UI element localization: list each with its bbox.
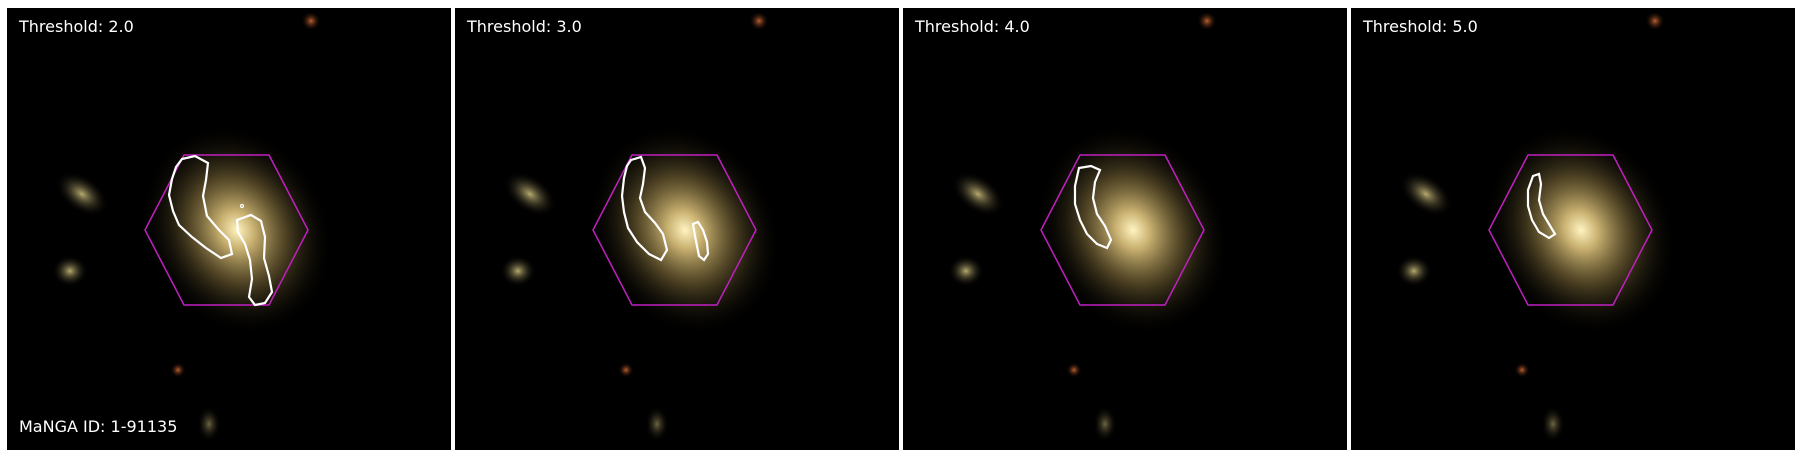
red-source (301, 11, 321, 31)
contour-line (1073, 164, 1113, 250)
companion-galaxy (1396, 255, 1432, 287)
central-galaxy (1036, 124, 1230, 336)
galaxy-image (52, 11, 334, 442)
ifu-hexagon (144, 154, 309, 306)
manga-id-label: MaNGA ID: 1-91135 (19, 417, 178, 436)
ifu-hexagon (1488, 154, 1653, 306)
companion-galaxy (1399, 171, 1453, 217)
companion-galaxy (948, 255, 984, 287)
contour-line (691, 220, 710, 262)
foreground-star (1093, 406, 1117, 442)
galaxy-image (948, 11, 1230, 442)
galaxy-image (1396, 11, 1678, 442)
panel-threshold-2: Threshold: 2.0 MaNGA ID: 1-91135 (7, 8, 451, 450)
threshold-label: Threshold: 4.0 (915, 17, 1030, 36)
contour-line (1526, 172, 1557, 240)
threshold-label: Threshold: 5.0 (1363, 17, 1478, 36)
foreground-star (645, 406, 669, 442)
foreground-star (197, 406, 221, 442)
red-source (1197, 11, 1217, 31)
threshold-label: Threshold: 2.0 (19, 17, 134, 36)
red-source (618, 362, 634, 378)
companion-galaxy (55, 171, 109, 217)
panel-threshold-5: Threshold: 5.0 (1351, 8, 1795, 450)
companion-galaxy (500, 255, 536, 287)
contour-line (235, 213, 274, 307)
red-source (749, 11, 769, 31)
red-source (1514, 362, 1530, 378)
central-galaxy (1484, 124, 1678, 336)
companion-galaxy (503, 171, 557, 217)
red-source (1645, 11, 1665, 31)
contour-line (239, 203, 245, 209)
foreground-star (1541, 406, 1565, 442)
companion-galaxy (52, 255, 88, 287)
contour-line (620, 155, 669, 262)
ifu-hexagon (592, 154, 757, 306)
panel-threshold-3: Threshold: 3.0 (455, 8, 899, 450)
panel-threshold-4: Threshold: 4.0 (903, 8, 1347, 450)
galaxy-image (500, 11, 782, 442)
companion-galaxy (951, 171, 1005, 217)
ifu-hexagon (1040, 154, 1205, 306)
central-galaxy (588, 124, 782, 336)
threshold-label: Threshold: 3.0 (467, 17, 582, 36)
contour-line (167, 154, 234, 260)
red-source (1066, 362, 1082, 378)
red-source (170, 362, 186, 378)
